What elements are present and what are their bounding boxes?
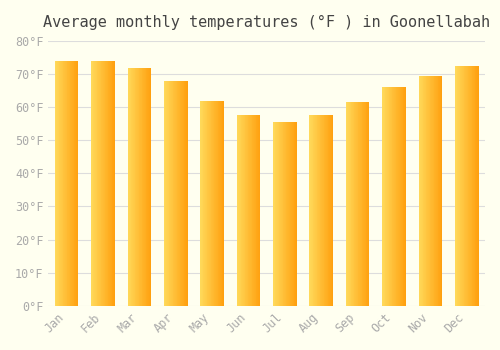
Title: Average monthly temperatures (°F ) in Goonellabah: Average monthly temperatures (°F ) in Go… — [43, 15, 490, 30]
